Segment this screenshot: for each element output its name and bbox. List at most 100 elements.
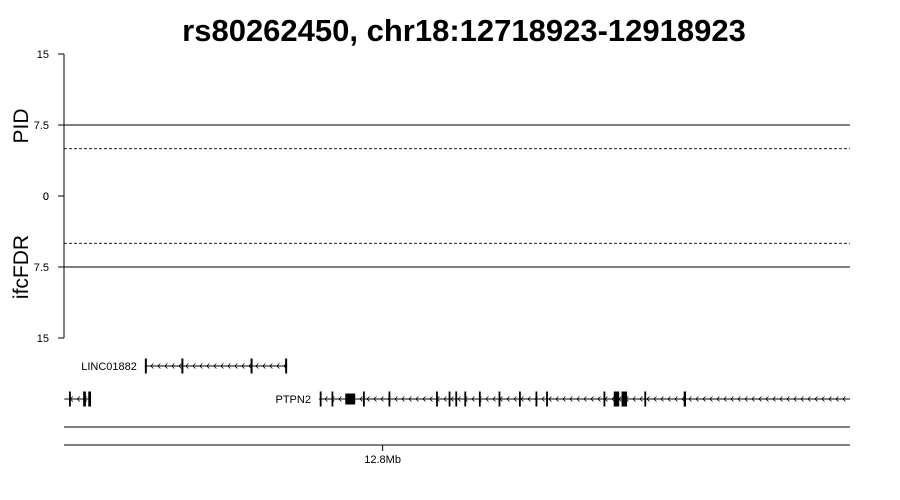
exon (319, 391, 322, 407)
strand-arrow (541, 396, 545, 402)
exon (144, 358, 147, 374)
strand-arrow (716, 396, 720, 402)
strand-arrow (723, 396, 727, 402)
strand-arrow (835, 396, 839, 402)
strand-arrow (688, 396, 692, 402)
strand-arrow (206, 363, 210, 369)
strand-arrow (653, 396, 657, 402)
exon (519, 391, 521, 407)
exon (546, 391, 548, 407)
exon (181, 358, 184, 374)
strand-arrow (276, 363, 280, 369)
strand-arrow (185, 363, 189, 369)
chart-title: rs80262450, chr18:12718923-12918923 (182, 13, 746, 48)
strand-arrow (269, 363, 273, 369)
strand-arrow (241, 363, 245, 369)
strand-arrow (506, 396, 510, 402)
strand-arrow (674, 396, 678, 402)
ifcfdr-tick-label: 15 (37, 333, 49, 345)
gene-linc01882: LINC01882 (81, 358, 288, 374)
strand-arrow (583, 396, 587, 402)
strand-arrow (751, 396, 755, 402)
strand-arrow (765, 396, 769, 402)
strand-arrow (807, 396, 811, 402)
strand-arrow (227, 363, 231, 369)
gene-track: LINC01882 PTPN2 (64, 358, 850, 407)
strand-arrow (164, 363, 168, 369)
strand-arrow (157, 363, 161, 369)
exon (69, 391, 71, 407)
strand-arrow (611, 396, 615, 402)
strand-arrow (793, 396, 797, 402)
strand-arrow (520, 396, 524, 402)
ifcfdr-panel: 7.5 15 ifcFDR (10, 196, 850, 345)
strand-arrow (513, 396, 517, 402)
exon (331, 391, 334, 407)
strand-arrow (660, 396, 664, 402)
exon (603, 391, 606, 407)
strand-arrow (800, 396, 804, 402)
ifcfdr-y-ticks: 7.5 15 (34, 262, 64, 345)
strand-arrow (569, 396, 573, 402)
strand-arrow (646, 396, 650, 402)
strand-arrow (814, 396, 818, 402)
strand-arrow (178, 363, 182, 369)
strand-arrow (366, 396, 370, 402)
strand-arrow (457, 396, 461, 402)
exon (448, 391, 451, 407)
strand-arrow (429, 396, 433, 402)
exon (613, 391, 620, 407)
strand-arrow (695, 396, 699, 402)
strand-arrow (842, 396, 846, 402)
strand-arrow (171, 363, 175, 369)
strand-arrow (709, 396, 713, 402)
exon (478, 391, 481, 407)
strand-arrow (576, 396, 580, 402)
strand-arrow (730, 396, 734, 402)
strand-arrow (681, 396, 685, 402)
exon (464, 391, 467, 407)
exon (683, 391, 687, 407)
strand-arrow (492, 396, 496, 402)
pid-y-ticks: 157.50 (34, 49, 64, 203)
strand-arrow (415, 396, 419, 402)
zero-tick-label: 0 (43, 191, 49, 203)
exon (644, 391, 647, 407)
strand-arrow (821, 396, 825, 402)
strand-arrow (359, 396, 363, 402)
strand-arrow (639, 396, 643, 402)
strand-arrow (248, 363, 252, 369)
strand-arrow (485, 396, 489, 402)
gene-ptpn2: PTPN2 (275, 391, 850, 407)
strand-arrow (450, 396, 454, 402)
pid-tick-label: 15 (37, 49, 49, 61)
exon (455, 391, 458, 407)
strand-arrow (828, 396, 832, 402)
exon (388, 391, 391, 407)
strand-arrow (338, 396, 342, 402)
strand-arrow (220, 363, 224, 369)
pid-tick-label: 0 (43, 191, 49, 203)
strand-arrow (422, 396, 426, 402)
strand-arrow (527, 396, 531, 402)
ifcfdr-tick-label: 7.5 (34, 262, 49, 274)
strand-arrow (772, 396, 776, 402)
strand-arrow (597, 396, 601, 402)
strand-arrow (255, 363, 259, 369)
strand-arrow (555, 396, 559, 402)
strand-arrow (192, 363, 196, 369)
exon (535, 391, 538, 407)
strand-arrow (443, 396, 447, 402)
strand-arrow (758, 396, 762, 402)
strand-arrow (408, 396, 412, 402)
strand-arrow (744, 396, 748, 402)
pid-axis-label: PID (10, 108, 33, 143)
x-ticks: 12.8Mb (364, 445, 401, 466)
strand-arrow (262, 363, 266, 369)
exon (621, 391, 628, 407)
strand-arrow (737, 396, 741, 402)
exon (498, 391, 501, 407)
strand-arrow (471, 396, 475, 402)
strand-arrow (213, 363, 217, 369)
